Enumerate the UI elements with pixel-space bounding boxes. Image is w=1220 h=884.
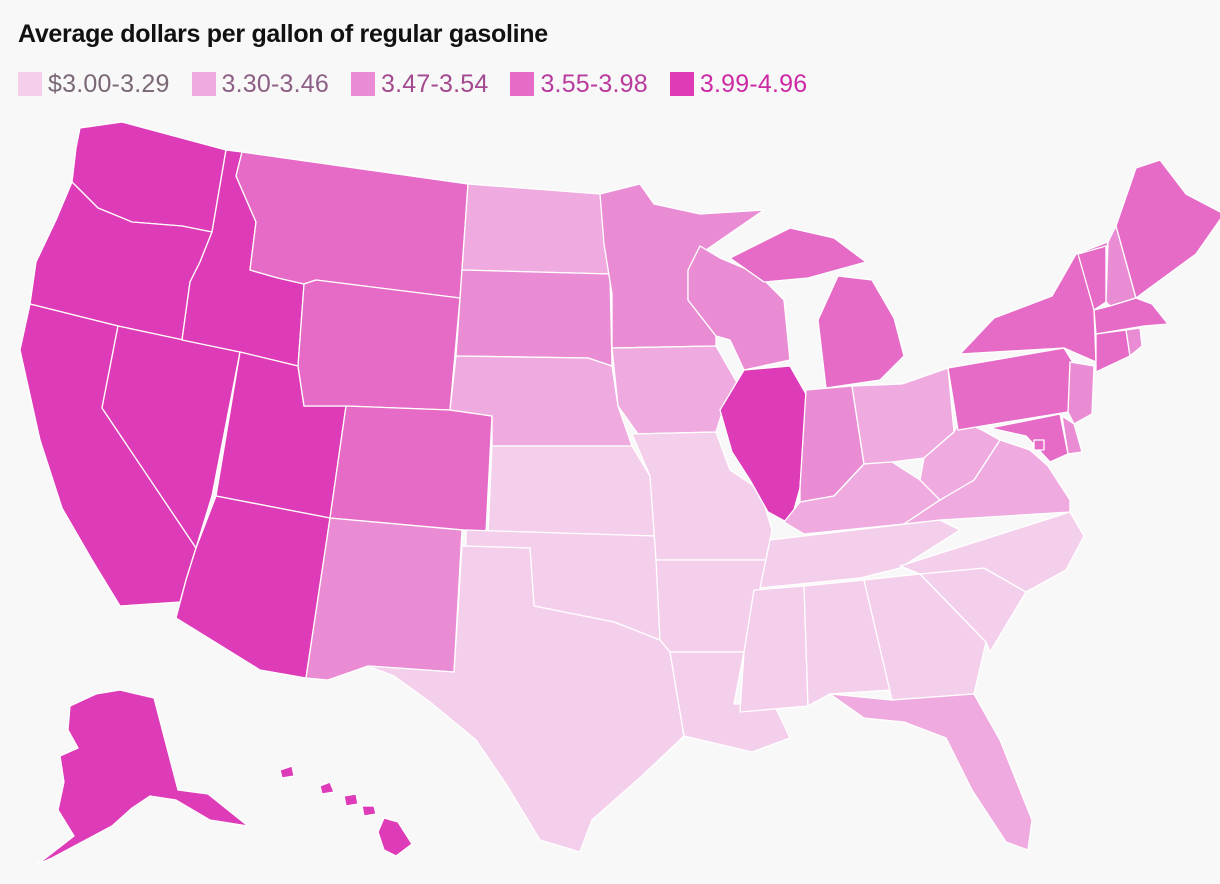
legend-label-3: 3.47-3.54 bbox=[381, 69, 489, 98]
state-fl[interactable] bbox=[829, 693, 1033, 851]
state-me[interactable] bbox=[1115, 159, 1220, 299]
state-dc[interactable] bbox=[1033, 439, 1045, 451]
legend: $3.00-3.29 3.30-3.46 3.47-3.54 3.55-3.98… bbox=[18, 68, 829, 100]
legend-label-1: $3.00-3.29 bbox=[48, 69, 170, 98]
legend-label-4: 3.55-3.98 bbox=[540, 69, 648, 98]
legend-item-1: $3.00-3.29 bbox=[18, 70, 170, 99]
state-ma[interactable] bbox=[1093, 297, 1169, 335]
state-ct[interactable] bbox=[1095, 329, 1131, 373]
legend-label-2: 3.30-3.46 bbox=[221, 69, 329, 98]
state-mt[interactable] bbox=[235, 151, 469, 299]
state-nc[interactable] bbox=[899, 511, 1085, 593]
state-wy[interactable] bbox=[297, 279, 461, 411]
state-md[interactable] bbox=[989, 413, 1069, 463]
state-ky[interactable] bbox=[783, 461, 941, 535]
state-ia[interactable] bbox=[611, 345, 741, 435]
legend-swatch-5 bbox=[669, 72, 694, 96]
state-co[interactable] bbox=[329, 405, 493, 533]
state-la[interactable] bbox=[669, 651, 791, 753]
state-mo[interactable] bbox=[631, 431, 773, 561]
legend-item-4: 3.55-3.98 bbox=[510, 69, 648, 99]
state-ak[interactable] bbox=[37, 689, 249, 865]
legend-item-3: 3.47-3.54 bbox=[351, 70, 488, 99]
legend-swatch-1 bbox=[18, 72, 42, 96]
state-wv[interactable] bbox=[919, 419, 1001, 501]
state-ri[interactable] bbox=[1125, 327, 1143, 357]
legend-item-2: 3.30-3.46 bbox=[191, 69, 329, 99]
state-al[interactable] bbox=[803, 579, 891, 707]
state-nm[interactable] bbox=[305, 517, 463, 681]
state-nd[interactable] bbox=[461, 183, 611, 275]
state-ms[interactable] bbox=[739, 585, 809, 713]
legend-label-5: 3.99-4.96 bbox=[699, 69, 808, 98]
state-ks[interactable] bbox=[487, 445, 657, 537]
legend-swatch-3 bbox=[351, 72, 375, 96]
state-sd[interactable] bbox=[455, 269, 613, 367]
chart-title: Average dollars per gallon of regular ga… bbox=[18, 20, 548, 48]
state-hi[interactable] bbox=[279, 765, 413, 857]
state-il[interactable] bbox=[719, 365, 807, 525]
state-ga[interactable] bbox=[863, 573, 987, 701]
legend-swatch-4 bbox=[510, 72, 535, 96]
state-mi[interactable] bbox=[729, 227, 905, 389]
state-nj[interactable] bbox=[1067, 361, 1095, 425]
state-tx[interactable] bbox=[367, 545, 685, 853]
legend-item-5: 3.99-4.96 bbox=[669, 69, 808, 99]
legend-swatch-2 bbox=[191, 72, 216, 96]
